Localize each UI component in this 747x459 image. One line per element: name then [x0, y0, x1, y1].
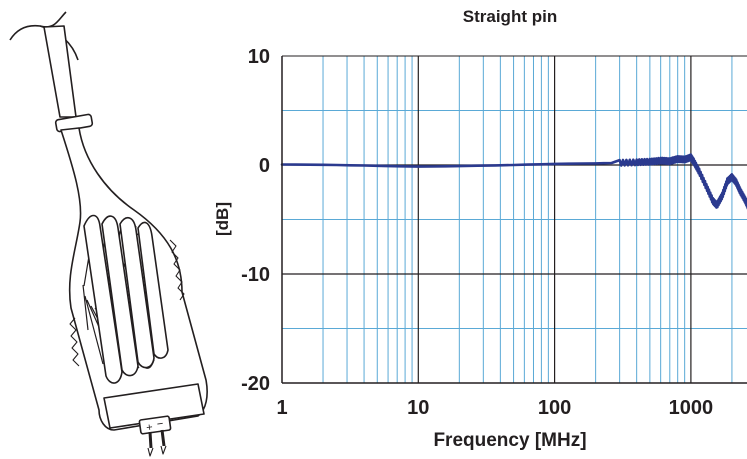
chart-title: Straight pin: [463, 7, 557, 26]
y-tick-label: -20: [241, 373, 270, 395]
y-tick-label: 10: [248, 46, 270, 68]
x-tick-label: 1000: [669, 397, 714, 419]
chart: -20 -10 0 10 1 10 100 1000 Straight pin Frequen…: [213, 7, 747, 451]
series-layer: [280, 153, 747, 210]
series-line: [280, 153, 747, 210]
x-tick-label: 1: [276, 397, 287, 419]
x-axis-label: Frequency [MHz]: [433, 430, 586, 451]
y-tick-label: 0: [259, 155, 270, 177]
x-tick-label: 100: [538, 397, 571, 419]
polarity-plus: +: [146, 421, 154, 434]
differential-probe-icon: + −: [9, 11, 208, 457]
tick-labels: -20 -10 0 10 1 10 100 1000: [241, 46, 713, 419]
x-tick-label: 10: [407, 397, 429, 419]
polarity-minus: −: [156, 418, 164, 431]
y-axis-label: [dB]: [213, 202, 232, 236]
minor-grid: [282, 56, 747, 383]
y-tick-label: -10: [241, 264, 270, 286]
